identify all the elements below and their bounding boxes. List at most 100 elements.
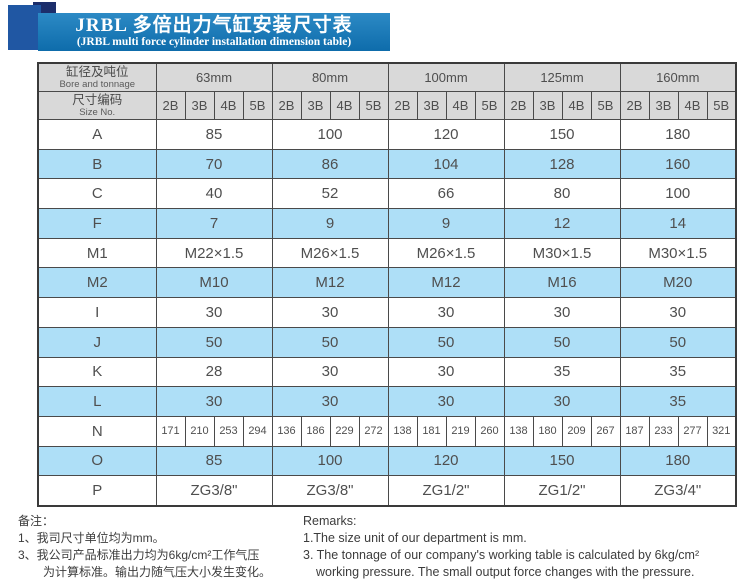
cell-value: 120 [387, 445, 505, 477]
cell-value: 186 [300, 415, 331, 447]
page-title: JRBL 多倍出力气缸安装尺寸表 [75, 15, 353, 36]
cell-value: 209 [561, 415, 592, 447]
cell-value: M26×1.5 [387, 237, 505, 269]
bore-header-80mm: 80mm [271, 62, 389, 92]
row-label: J [37, 326, 157, 358]
cell-value: 12 [503, 208, 621, 239]
cell-value: 277 [677, 415, 708, 447]
size-code-header: 2B [155, 91, 186, 120]
size-code-header: 5B [590, 91, 621, 120]
cell-value: M16 [503, 267, 621, 299]
cell-value: M22×1.5 [155, 237, 273, 269]
table-row-O: O 85 100 120 150 180 [37, 445, 737, 477]
cell-value: 30 [271, 297, 389, 328]
size-code-header: 4B [561, 91, 592, 120]
row-label: A [37, 119, 157, 150]
bore-header-100mm: 100mm [387, 62, 505, 92]
corner-header: 缸径及吨位 Bore and tonnage [37, 62, 157, 92]
notes-en-line2: 3. The tonnage of our company's working … [303, 548, 700, 562]
size-code-header-row: 尺寸编码 Size No. 2B 3B 4B 5B 2B 3B 4B 5B 2B 3B 4B 5B 2B… [37, 91, 737, 120]
cell-value: 35 [619, 356, 737, 388]
cell-value: 294 [242, 415, 273, 447]
cell-value: 30 [387, 297, 505, 328]
row-label: F [37, 208, 157, 239]
cell-value: 210 [184, 415, 215, 447]
size-no-header-zh: 尺寸编码 [72, 92, 123, 107]
cell-value: ZG3/4" [619, 475, 737, 507]
notes-zh-line1: 1、我司尺寸单位均为mm。 [18, 531, 165, 545]
size-code-header: 2B [271, 91, 302, 120]
cell-value: 187 [619, 415, 650, 447]
size-no-header-en: Size No. [79, 106, 116, 118]
cell-value: M20 [619, 267, 737, 299]
size-code-header: 3B [300, 91, 331, 120]
row-label: M1 [37, 237, 157, 269]
size-code-header: 4B [445, 91, 476, 120]
cell-value: 50 [271, 326, 389, 358]
cell-value: 100 [271, 445, 389, 477]
cell-value: 85 [155, 119, 273, 150]
size-code-header: 3B [184, 91, 215, 120]
cell-value: 30 [155, 386, 273, 417]
cell-value: 219 [445, 415, 476, 447]
table-row-M2: M2 M10 M12 M12 M16 M20 [37, 267, 737, 299]
cell-value: 150 [503, 119, 621, 150]
row-label: O [37, 445, 157, 477]
cell-value: 30 [387, 386, 505, 417]
cell-value: 180 [619, 445, 737, 477]
cell-value: 80 [503, 178, 621, 210]
notes-zh-line3: 为计算标准。输出力随气压大小发生变化。 [43, 565, 272, 579]
cell-value: 66 [387, 178, 505, 210]
notes-zh-line2: 3、我公司产品标准出力均为6kg/cm²工作气压 [18, 548, 260, 562]
table-row-K: K 28 30 30 35 35 [37, 356, 737, 388]
cell-value: 120 [387, 119, 505, 150]
cell-value: 160 [619, 148, 737, 180]
cell-value: 70 [155, 148, 273, 180]
table-row-B: B 70 86 104 128 160 [37, 148, 737, 180]
cell-value: 30 [387, 356, 505, 388]
size-code-header: 4B [213, 91, 244, 120]
cell-value: M12 [271, 267, 389, 299]
size-code-header: 2B [503, 91, 534, 120]
decor-square-blue [8, 5, 41, 50]
cell-value: 128 [503, 148, 621, 180]
table-row-P: P ZG3/8" ZG3/8" ZG1/2" ZG1/2" ZG3/4" [37, 475, 737, 507]
size-code-header: 4B [329, 91, 360, 120]
cell-value: M12 [387, 267, 505, 299]
cell-value: 50 [619, 326, 737, 358]
table-row-M1: M1 M22×1.5 M26×1.5 M26×1.5 M30×1.5 M30×1.5 [37, 237, 737, 269]
cell-value: 138 [503, 415, 534, 447]
cell-value: M30×1.5 [503, 237, 621, 269]
row-label: N [37, 415, 157, 447]
page-subtitle: (JRBL multi force cylinder installation … [76, 36, 352, 48]
cell-value: 50 [387, 326, 505, 358]
bore-header-63mm: 63mm [155, 62, 273, 92]
cell-value: 14 [619, 208, 737, 239]
size-code-header: 5B [474, 91, 505, 120]
cell-value: 40 [155, 178, 273, 210]
size-no-header: 尺寸编码 Size No. [37, 91, 157, 120]
cell-value: 233 [648, 415, 679, 447]
cell-value: 86 [271, 148, 389, 180]
cell-value: 50 [155, 326, 273, 358]
dimension-table: 缸径及吨位 Bore and tonnage 63mm 80mm 100mm 125m… [37, 62, 737, 507]
cell-value: 30 [271, 386, 389, 417]
size-code-header: 5B [358, 91, 389, 120]
row-label: B [37, 148, 157, 180]
table-row-N: N 171 210 253 294 136 186 229 272 138 181 219 260 138… [37, 415, 737, 447]
cell-value: 30 [271, 356, 389, 388]
row-label: C [37, 178, 157, 210]
cell-value: ZG1/2" [387, 475, 505, 507]
cell-value: 267 [590, 415, 621, 447]
table-row-I: I 30 30 30 30 30 [37, 297, 737, 328]
row-label: P [37, 475, 157, 507]
cell-value: 180 [619, 119, 737, 150]
cell-value: 138 [387, 415, 418, 447]
corner-header-zh: 缸径及吨位 [65, 64, 129, 79]
notes-zh-title: 备注： [18, 514, 55, 528]
size-code-header: 3B [416, 91, 447, 120]
cell-value: 30 [503, 386, 621, 417]
cell-value: 253 [213, 415, 244, 447]
cell-value: 260 [474, 415, 505, 447]
cell-value: 100 [271, 119, 389, 150]
